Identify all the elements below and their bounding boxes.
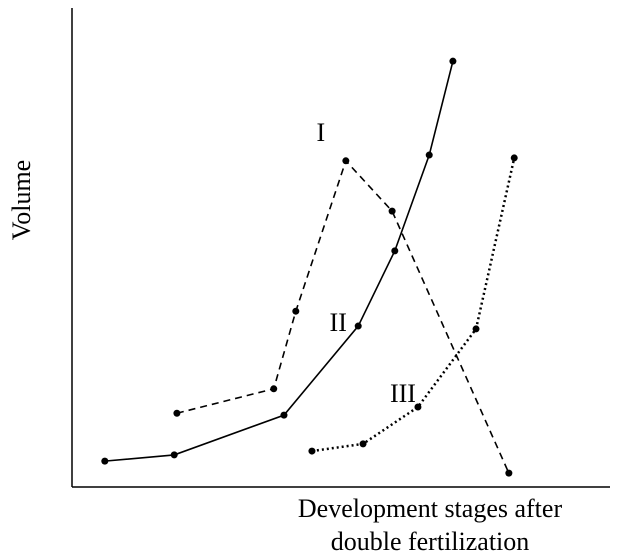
data-point bbox=[359, 440, 367, 448]
data-point bbox=[449, 57, 457, 65]
data-point bbox=[391, 247, 399, 255]
data-point bbox=[292, 307, 300, 315]
data-point bbox=[472, 325, 480, 333]
data-point bbox=[308, 447, 316, 455]
y-axis-label: Volume bbox=[7, 160, 36, 240]
x-axis-label: Development stages after bbox=[298, 494, 563, 523]
data-point bbox=[270, 385, 278, 393]
data-point bbox=[170, 451, 178, 459]
series-label: I bbox=[317, 118, 326, 147]
series-label: III bbox=[390, 379, 416, 408]
data-point bbox=[101, 457, 109, 465]
data-point bbox=[354, 322, 362, 330]
x-axis-label: double fertilization bbox=[331, 527, 530, 556]
data-point bbox=[414, 403, 422, 411]
series-label: II bbox=[330, 308, 347, 337]
data-point bbox=[505, 469, 513, 477]
data-point bbox=[425, 151, 433, 159]
data-point bbox=[510, 154, 518, 162]
data-point bbox=[388, 207, 396, 215]
data-point bbox=[280, 411, 288, 419]
data-point bbox=[342, 157, 350, 165]
data-point bbox=[173, 409, 181, 417]
